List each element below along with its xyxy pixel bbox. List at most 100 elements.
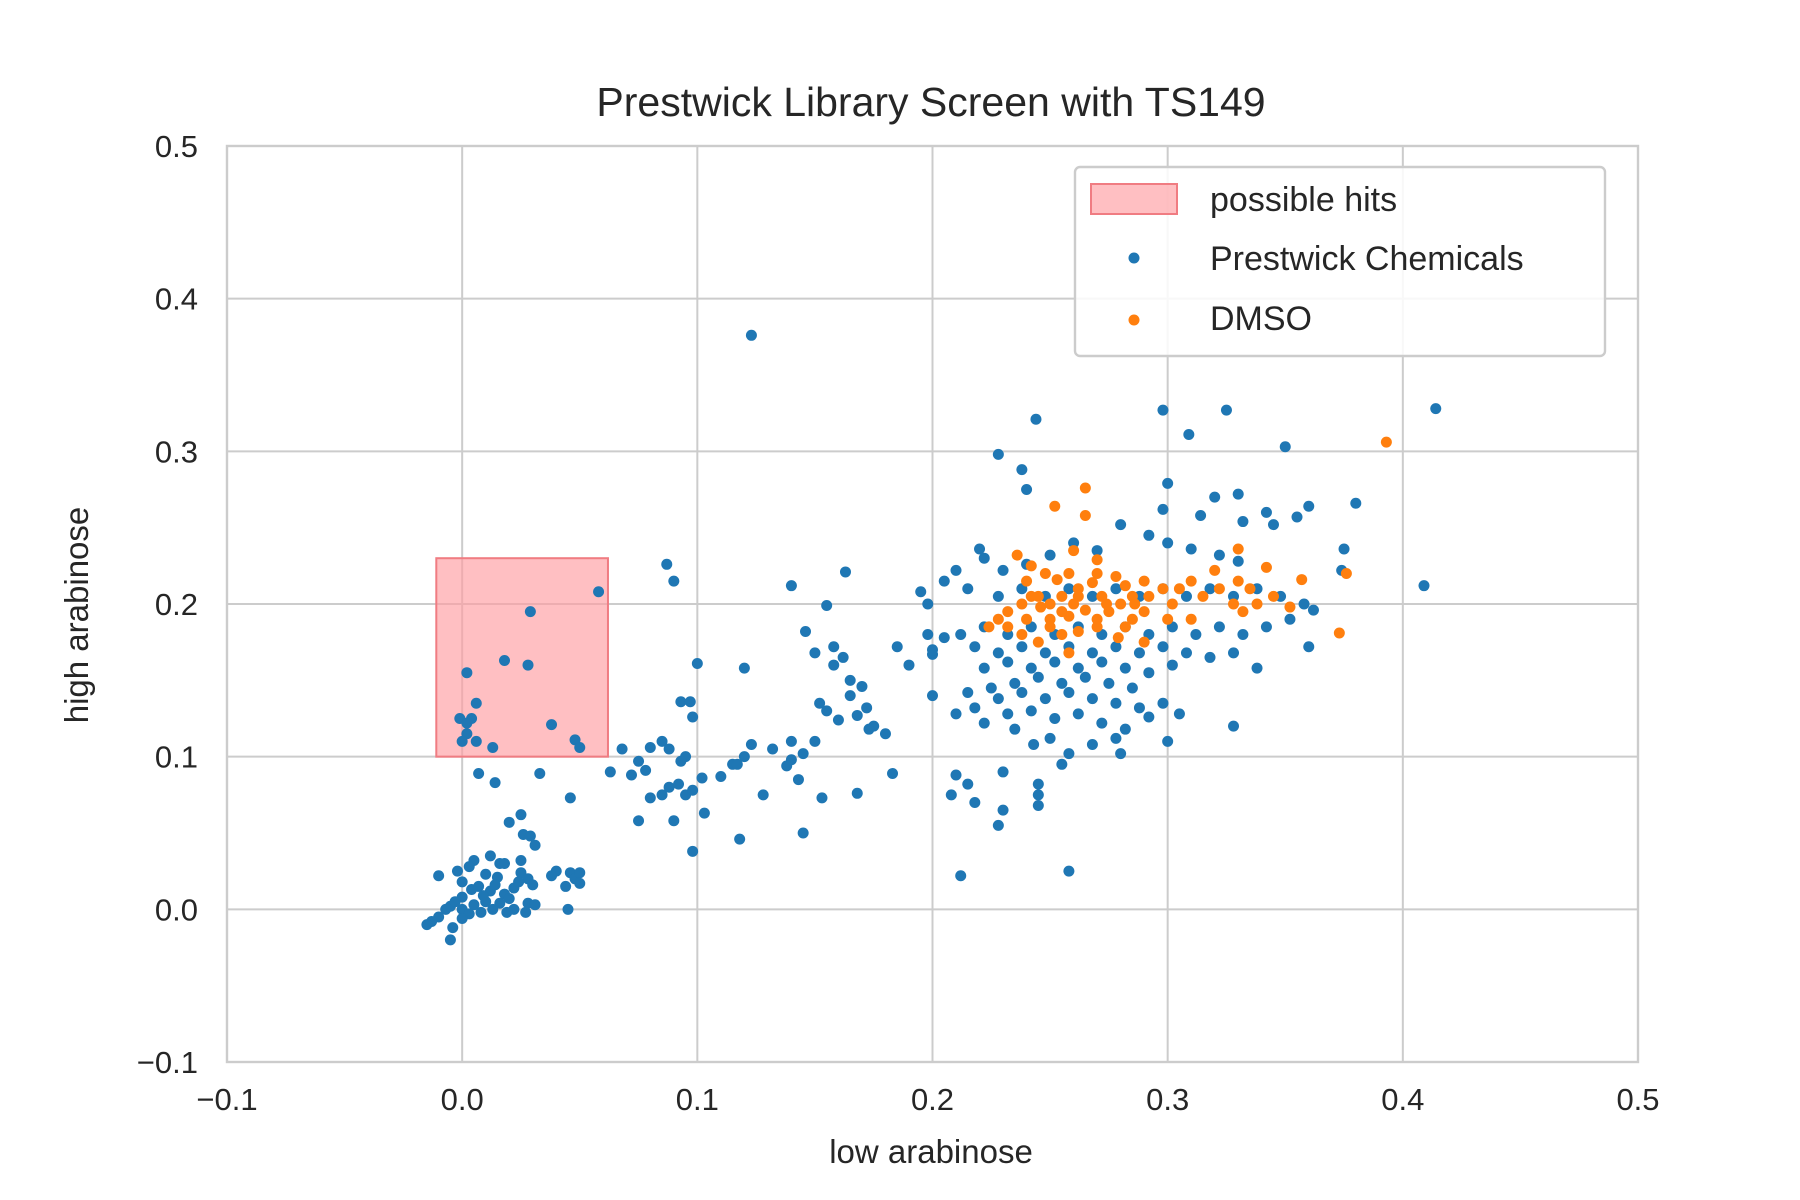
data-point [593,586,605,598]
data-point [644,792,656,804]
data-point [1157,503,1169,515]
data-point [1079,604,1091,616]
data-point [675,696,687,708]
data-point [1016,641,1028,653]
y-tick-label: 0.2 [155,587,198,622]
data-point [625,769,637,781]
data-point [1009,677,1021,689]
data-point [1291,511,1303,523]
data-point [903,659,915,671]
data-point [1209,491,1221,503]
data-point [839,566,851,578]
data-point [1063,567,1075,579]
data-point [444,934,456,946]
x-tick-label: 0.4 [1381,1082,1424,1117]
data-point [1173,708,1185,720]
data-point [1016,598,1028,610]
data-point [1157,583,1169,595]
data-point [691,658,703,670]
data-point [1044,598,1056,610]
data-point [1025,705,1037,717]
data-point [1101,598,1113,610]
data-point [1091,621,1103,633]
data-point [574,867,586,879]
data-point [1086,738,1098,750]
data-point [560,880,572,892]
data-point [1051,574,1063,586]
data-point [745,329,757,341]
data-point [1237,516,1249,528]
data-point [1103,677,1115,689]
data-point [1021,613,1033,625]
data-point [927,644,938,656]
legend-label-dmso: DMSO [1210,300,1312,338]
data-point [1030,413,1042,425]
data-point [1237,629,1249,641]
data-point [1430,403,1442,415]
data-point [1260,506,1272,518]
data-point [487,903,499,915]
data-point [520,906,532,918]
data-point [1157,641,1169,653]
data-point [745,738,757,750]
data-point [1185,543,1197,555]
data-point [1251,598,1263,610]
data-point [487,742,499,754]
data-point [945,789,957,801]
data-point [1002,606,1014,618]
data-point [1039,693,1051,705]
data-point [1063,647,1075,659]
x-tick-label: −0.1 [196,1082,257,1117]
data-point [978,662,990,674]
data-point [1185,613,1197,625]
data-point [489,879,501,891]
data-point [1143,529,1155,541]
data-point [767,743,779,755]
data-point [451,865,463,877]
data-point [564,792,576,804]
data-point [844,690,856,702]
data-point [887,767,899,779]
data-point [696,772,708,784]
data-point [501,906,513,918]
plot-frame [225,144,1640,1064]
data-point [1119,662,1131,674]
data-point [1340,567,1352,579]
data-point [938,575,950,587]
data-point [480,868,492,880]
data-point [1068,545,1080,557]
data-point [1138,606,1150,618]
data-point [456,912,468,924]
data-point [1016,629,1028,641]
data-point [851,709,863,721]
data-point [687,845,699,857]
y-tick-label: −0.1 [137,1045,198,1080]
data-point [1190,629,1202,641]
data-point [1056,758,1068,770]
data-point [513,876,525,888]
data-point [1068,537,1080,549]
data-point [498,858,510,870]
data-point [1260,621,1272,633]
data-point [1228,598,1240,610]
data-point [1284,613,1296,625]
data-point [1267,590,1279,602]
data-point [687,784,699,796]
data-point [962,687,974,699]
data-point [1115,519,1127,531]
data-point [1072,590,1084,602]
data-point [1213,583,1225,595]
data-point [938,632,950,644]
x-tick-label: 0.3 [1146,1082,1189,1117]
x-tick-label: 0.2 [911,1082,954,1117]
data-point [1009,723,1021,735]
data-point [1096,656,1108,668]
data-point [1209,564,1221,576]
data-point [633,755,645,767]
y-tick-label: 0.0 [155,892,198,927]
x-axis-label: low arabinose [829,1133,1033,1170]
data-point [1213,621,1225,633]
data-point [969,796,981,808]
data-point [757,789,769,801]
data-point [1244,583,1256,595]
